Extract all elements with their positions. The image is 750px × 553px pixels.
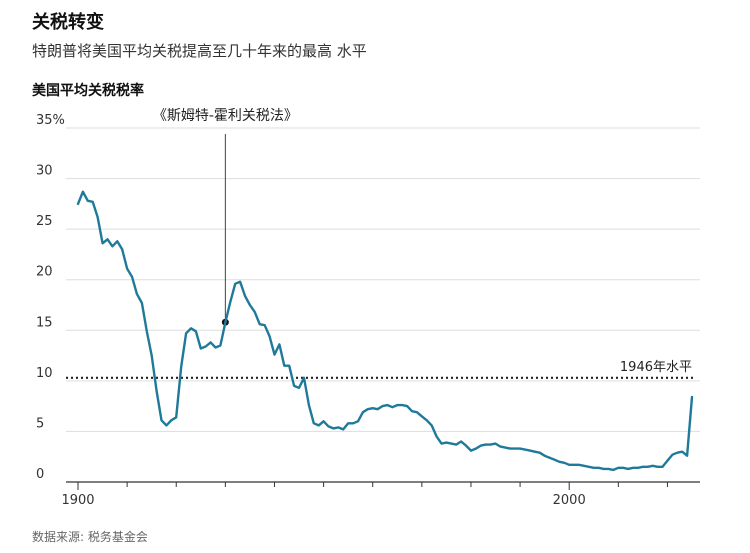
y-tick-label: 10: [36, 366, 53, 381]
chart-title: 关税转变: [32, 12, 104, 33]
reference-line-label: 1946年水平: [620, 360, 692, 375]
y-tick-label: 15: [36, 315, 53, 330]
y-tick-label: 5: [36, 416, 44, 431]
y-tick-label: 35%: [36, 113, 65, 128]
y-tick-label: 0: [36, 467, 44, 482]
chart-subtitle: 特朗普将美国平均关税提高至几十年来的最高 水平: [32, 42, 367, 60]
y-tick-label: 25: [36, 214, 53, 229]
data-source: 数据来源: 税务基金会: [32, 530, 148, 544]
y-tick-label: 20: [36, 265, 53, 280]
annotation-label: 《斯姆特-霍利关税法》: [153, 108, 298, 124]
y-tick-label: 30: [36, 164, 53, 179]
series-line-tariff-rate: [76, 190, 694, 472]
x-tick-label: 1900: [61, 493, 94, 508]
x-tick-label: 2000: [553, 493, 586, 508]
chart-label: 美国平均关税税率: [32, 83, 144, 99]
